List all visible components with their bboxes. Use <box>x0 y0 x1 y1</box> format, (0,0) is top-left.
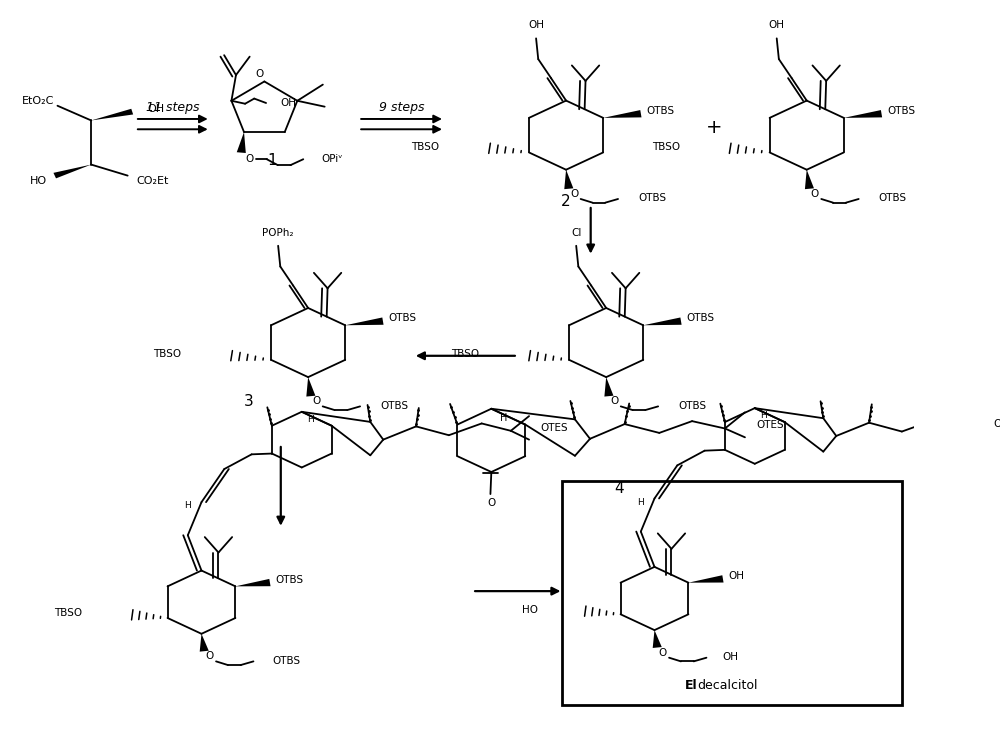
Text: OH: OH <box>993 419 1000 429</box>
Text: OTBS: OTBS <box>638 193 666 203</box>
Polygon shape <box>53 165 91 179</box>
Text: O: O <box>312 396 320 406</box>
Bar <box>562 481 902 705</box>
Text: OH: OH <box>528 20 544 30</box>
Polygon shape <box>200 634 209 651</box>
Text: +: + <box>705 119 722 137</box>
Text: O: O <box>610 396 619 406</box>
Polygon shape <box>805 170 814 189</box>
Text: H: H <box>760 411 767 420</box>
Text: TBSO: TBSO <box>652 142 680 152</box>
Text: TBSO: TBSO <box>411 142 439 152</box>
Text: O: O <box>256 69 264 79</box>
Text: OTBS: OTBS <box>686 313 715 323</box>
Text: 1: 1 <box>267 153 276 168</box>
Polygon shape <box>237 132 246 153</box>
Text: TBSO: TBSO <box>153 349 181 359</box>
Polygon shape <box>235 579 271 586</box>
Text: OTBS: OTBS <box>646 106 674 116</box>
Text: O: O <box>811 189 819 199</box>
Text: OH: OH <box>728 571 744 581</box>
Text: OTBS: OTBS <box>678 401 706 411</box>
Text: HO: HO <box>30 176 47 186</box>
Text: H: H <box>637 498 644 507</box>
Text: O: O <box>487 498 495 508</box>
Text: EtO₂C: EtO₂C <box>22 96 55 105</box>
Text: TBSO: TBSO <box>451 349 480 359</box>
Text: OTBS: OTBS <box>388 313 417 323</box>
Text: OH: OH <box>723 652 739 662</box>
Polygon shape <box>306 377 315 396</box>
Polygon shape <box>564 170 573 189</box>
Polygon shape <box>603 110 641 118</box>
Polygon shape <box>345 317 384 325</box>
Text: OPiᵛ: OPiᵛ <box>321 154 343 165</box>
Text: El: El <box>685 679 697 692</box>
Text: OTES: OTES <box>756 420 784 430</box>
Text: POPh₂: POPh₂ <box>262 227 294 238</box>
Text: 11 steps: 11 steps <box>146 102 200 114</box>
Text: H: H <box>307 415 314 424</box>
Text: 3: 3 <box>244 394 254 409</box>
Text: 9 steps: 9 steps <box>379 102 424 114</box>
Text: HO: HO <box>522 605 538 615</box>
Text: CO₂Et: CO₂Et <box>137 176 169 186</box>
Text: decalcitol: decalcitol <box>697 679 758 692</box>
Polygon shape <box>653 630 662 648</box>
Text: O: O <box>245 154 254 165</box>
Text: 4: 4 <box>614 481 624 496</box>
Text: OTBS: OTBS <box>275 574 304 585</box>
Text: OTBS: OTBS <box>380 401 408 411</box>
Text: OTBS: OTBS <box>879 193 907 203</box>
Polygon shape <box>604 377 613 396</box>
Polygon shape <box>91 109 133 121</box>
Polygon shape <box>844 110 882 118</box>
Text: O: O <box>570 189 578 199</box>
Text: 2: 2 <box>561 194 571 209</box>
Text: OH: OH <box>281 98 297 108</box>
Polygon shape <box>688 575 724 582</box>
Text: H: H <box>500 413 508 422</box>
Text: OTBS: OTBS <box>887 106 915 116</box>
Text: OTES: OTES <box>540 423 568 433</box>
Text: O: O <box>206 651 214 661</box>
Text: O: O <box>659 648 667 657</box>
Text: OH: OH <box>148 104 165 113</box>
Text: H: H <box>184 502 191 511</box>
Text: TBSO: TBSO <box>54 608 82 618</box>
Text: OH: OH <box>769 20 785 30</box>
Polygon shape <box>643 317 682 325</box>
Text: Cl: Cl <box>571 227 581 238</box>
Text: OTBS: OTBS <box>273 656 301 665</box>
